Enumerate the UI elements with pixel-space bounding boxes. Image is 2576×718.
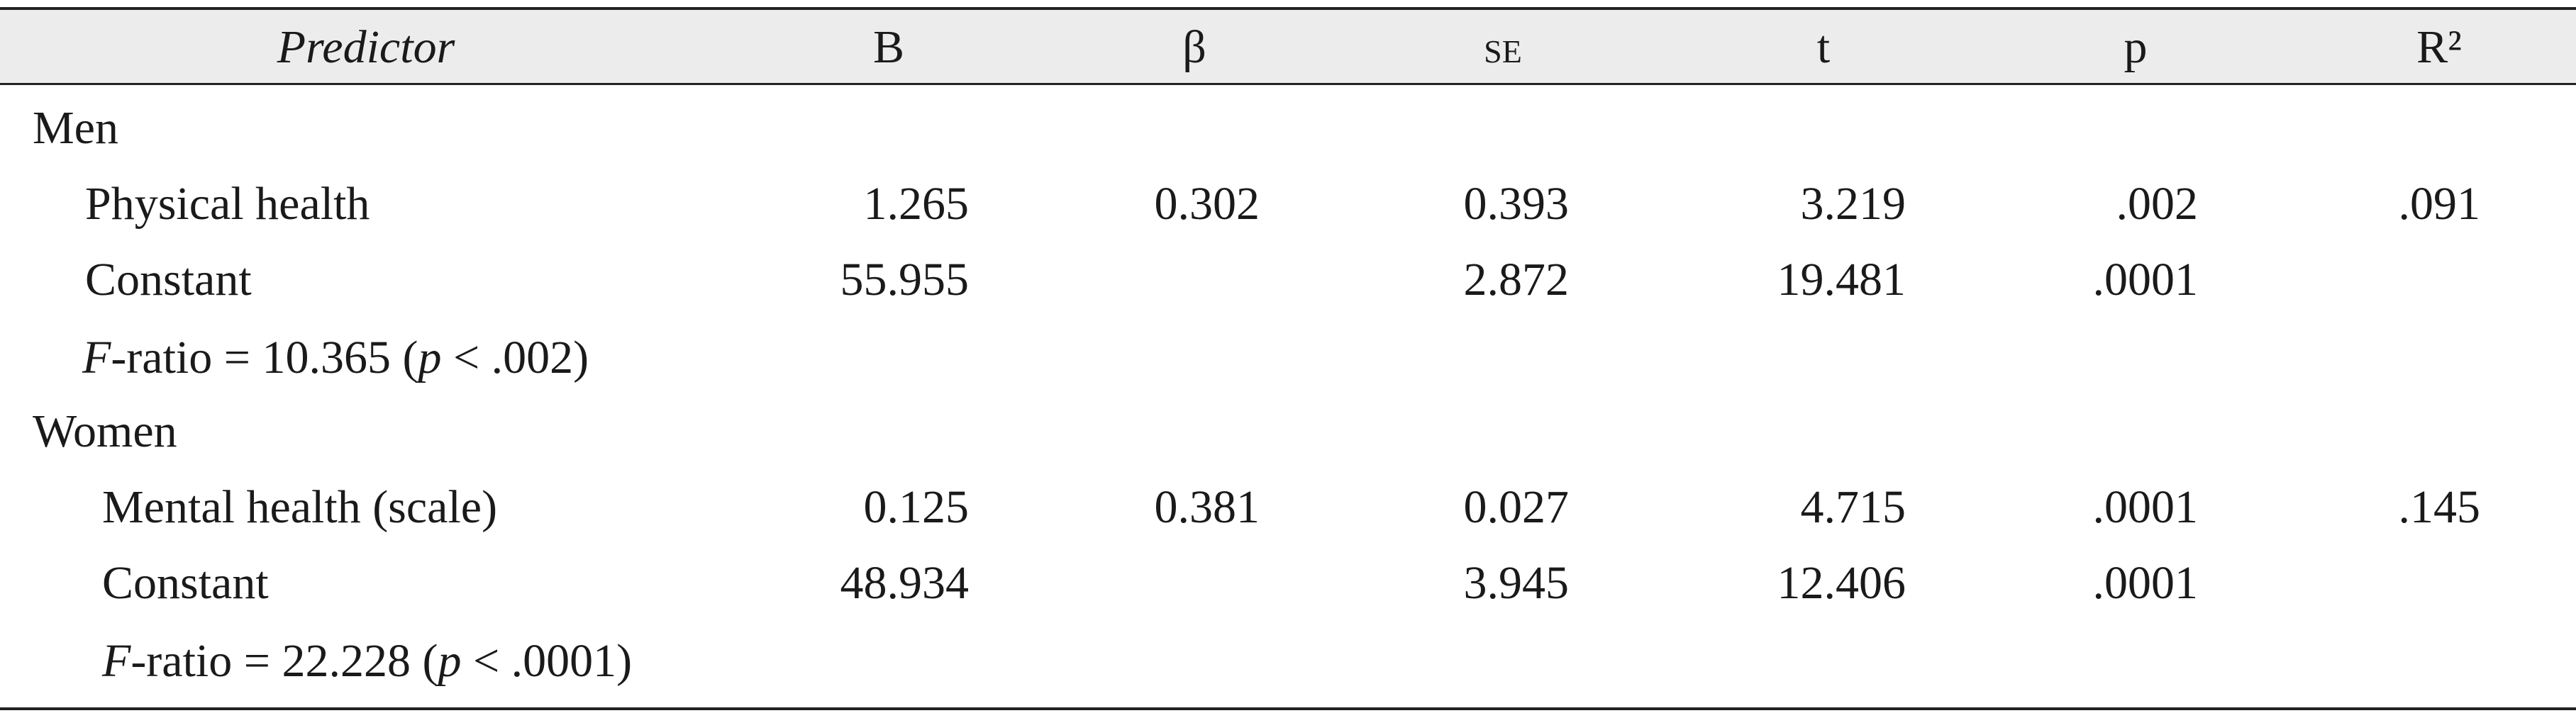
table-cell: .002 [2116, 178, 2199, 230]
row-label: Physical health [85, 178, 370, 230]
table-cell: 12.406 [1777, 557, 1906, 609]
column-header: β [1182, 21, 1206, 73]
group-label: Men [33, 102, 118, 154]
table-cell: .091 [2398, 178, 2481, 230]
note-segment: -ratio = 22.228 ( [131, 635, 438, 687]
note-segment: F [102, 635, 131, 687]
row-label: Constant [85, 254, 252, 305]
row-label: Constant [102, 557, 269, 609]
table-cell: 3.219 [1800, 178, 1906, 230]
table-cell: .145 [2398, 481, 2481, 533]
table-cell: .0001 [2092, 254, 2199, 305]
table-cell: 1.265 [863, 178, 970, 230]
column-header: t [1816, 21, 1831, 73]
header-rule [0, 83, 2576, 85]
table-cell: 0.381 [1154, 481, 1260, 533]
column-header: B [872, 21, 905, 73]
table-cell: 19.481 [1777, 254, 1906, 305]
row-label: Mental health (scale) [102, 481, 498, 533]
note-segment: p [438, 635, 462, 687]
table-cell: 3.945 [1463, 557, 1570, 609]
group-label: Women [33, 405, 177, 457]
note-segment: -ratio = 10.365 ( [111, 332, 418, 383]
model-note: F-ratio = 10.365 (p < .002) [82, 330, 589, 386]
note-segment: < .0001) [461, 635, 633, 687]
table-cell: 2.872 [1463, 254, 1570, 305]
bottom-rule [0, 707, 2576, 710]
column-header: se [1484, 21, 1522, 73]
note-segment: F [82, 332, 111, 383]
table-cell: 55.955 [840, 254, 970, 305]
model-note: F-ratio = 22.228 (p < .0001) [102, 633, 632, 690]
table-cell: 0.302 [1154, 178, 1260, 230]
table-cell: 0.125 [863, 481, 970, 533]
note-segment: < .002) [441, 332, 589, 383]
column-header: p [2123, 21, 2148, 73]
table-cell: .0001 [2092, 481, 2199, 533]
column-header: R² [2416, 21, 2462, 73]
table-cell: 4.715 [1800, 481, 1906, 533]
note-segment: p [418, 332, 442, 383]
table-cell: 0.393 [1463, 178, 1570, 230]
column-header: Predictor [277, 21, 455, 73]
table-cell: .0001 [2092, 557, 2199, 609]
table-cell: 48.934 [840, 557, 970, 609]
top-rule [0, 7, 2576, 10]
table-cell: 0.027 [1463, 481, 1570, 533]
header-band [0, 10, 2576, 84]
